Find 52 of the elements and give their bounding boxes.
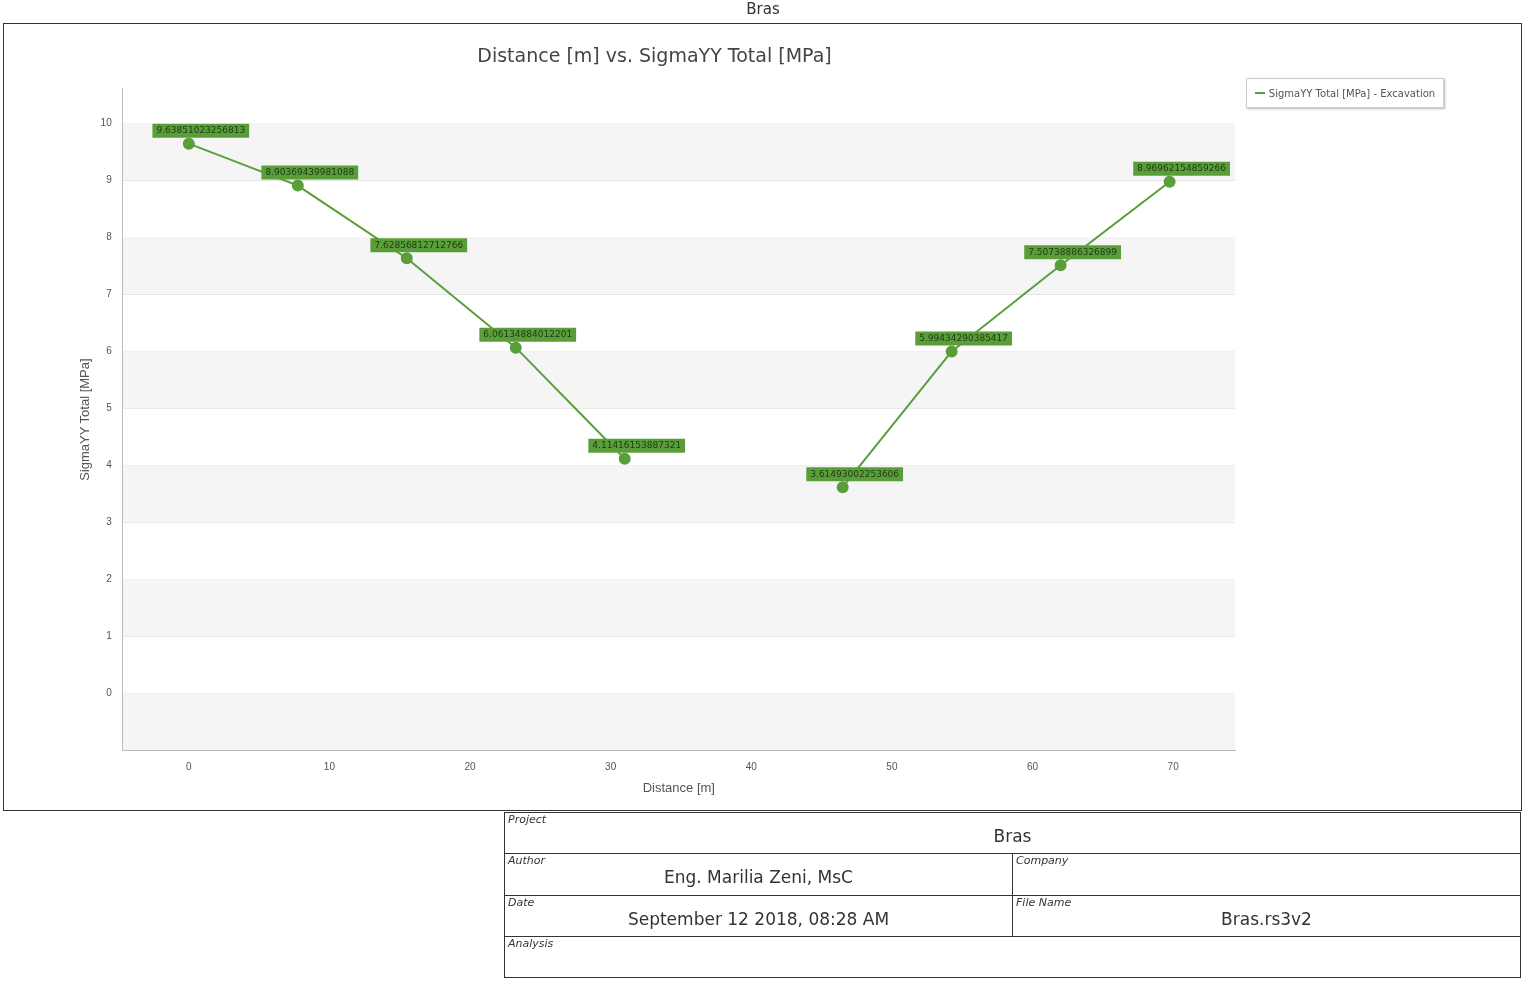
point — [509, 341, 522, 354]
x-tick-label: 30 — [605, 761, 617, 773]
x-tick-label: 50 — [886, 761, 898, 773]
y-tick-label: 0 — [106, 687, 113, 699]
y-tick-label: 7 — [106, 287, 113, 299]
y-axis-title: SigmaYY Total [MPa] — [77, 358, 93, 481]
chart-title: Distance [m] vs. SigmaYY Total [MPa] — [477, 44, 832, 67]
point — [1054, 259, 1067, 272]
data-label: 7.62856812712766 — [374, 239, 464, 250]
data-label: 3.61493002253606 — [810, 468, 900, 479]
data-label: 5.99434290385417 — [919, 332, 1009, 343]
y-tick-label: 3 — [106, 516, 113, 528]
y-tick-label: 4 — [106, 458, 113, 470]
y-tick-label: 1 — [106, 630, 113, 642]
x-tick-label: 10 — [323, 761, 336, 773]
text: Eng. Marilia Zeni, MsC — [663, 867, 854, 888]
data-label: 9.63851023256813 — [156, 124, 246, 135]
text: File Name — [1015, 895, 1073, 909]
y-tick-label: 10 — [100, 116, 113, 128]
data-label: 7.50738886326899 — [1028, 246, 1118, 257]
text: September 12 2018, 08:28 AM — [626, 908, 891, 929]
data-label: 8.90369439981088 — [265, 166, 355, 177]
text: Bras.rs3v2 — [1220, 908, 1313, 929]
text: Analysis — [506, 936, 555, 950]
x-tick-label: 70 — [1167, 761, 1180, 773]
text: Date — [507, 895, 536, 909]
x-tick-label: 20 — [464, 761, 477, 773]
y-tick-label: 2 — [106, 573, 113, 585]
point — [1163, 175, 1176, 188]
text: Company — [1015, 854, 1070, 868]
point — [400, 252, 413, 265]
data-label: 6.06134884012201 — [483, 329, 573, 339]
text: Author — [506, 854, 547, 868]
data-label: 4.11416153887321 — [592, 440, 682, 451]
x-tick-label: 0 — [186, 761, 193, 773]
point — [836, 481, 849, 494]
point — [182, 137, 195, 150]
x-axis-title: Distance [m] — [642, 779, 715, 795]
y-tick-label: 8 — [106, 230, 113, 242]
y-tick-label: 6 — [106, 344, 113, 356]
y-tick-label: 5 — [106, 401, 113, 413]
x-tick-label: 40 — [745, 761, 758, 773]
data-label: 8.96962154859266 — [1137, 163, 1227, 174]
point — [291, 179, 304, 192]
legend-label: SigmaYY Total [MPa] - Excavation — [1268, 87, 1436, 99]
text: Bras — [992, 826, 1033, 846]
text: Bras — [745, 0, 781, 18]
point — [618, 452, 631, 465]
text: Project — [507, 813, 548, 826]
x-tick-label: 60 — [1026, 761, 1039, 773]
y-tick-label: 9 — [106, 173, 113, 185]
point — [945, 345, 958, 358]
